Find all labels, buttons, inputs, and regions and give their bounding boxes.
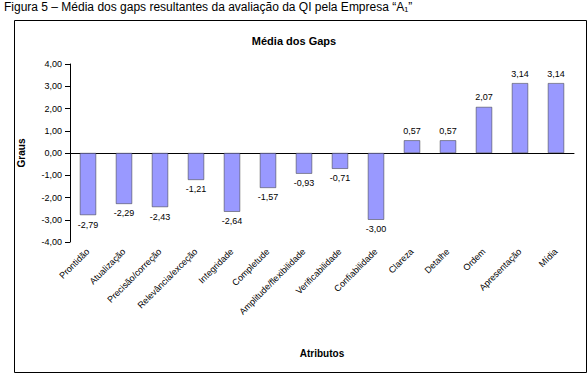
svg-text:Média dos Gaps: Média dos Gaps xyxy=(252,35,336,47)
svg-text:-1,21: -1,21 xyxy=(186,184,207,194)
svg-text:-0,93: -0,93 xyxy=(294,178,315,188)
svg-text:2,07: 2,07 xyxy=(475,92,493,102)
svg-text:Clareza: Clareza xyxy=(387,246,416,275)
svg-text:Atualização: Atualização xyxy=(87,246,128,287)
svg-text:3,14: 3,14 xyxy=(547,69,565,79)
svg-text:-1,00: -1,00 xyxy=(41,170,62,180)
svg-text:3,00: 3,00 xyxy=(44,81,62,91)
svg-text:-2,43: -2,43 xyxy=(150,212,171,222)
svg-text:Graus: Graus xyxy=(16,138,27,167)
svg-text:Atributos: Atributos xyxy=(300,348,345,359)
svg-text:1,00: 1,00 xyxy=(44,126,62,136)
svg-text:Mídia: Mídia xyxy=(537,246,560,269)
svg-text:-3,00: -3,00 xyxy=(366,224,387,234)
svg-text:0,57: 0,57 xyxy=(403,126,421,136)
svg-text:Detalhe: Detalhe xyxy=(423,246,452,275)
svg-text:-3,00: -3,00 xyxy=(41,215,62,225)
svg-text:-2,64: -2,64 xyxy=(222,216,243,226)
svg-text:Completude: Completude xyxy=(230,246,272,288)
svg-text:Figura 5 – Média dos gaps resu: Figura 5 – Média dos gaps resultantes da… xyxy=(4,0,412,14)
svg-text:0,57: 0,57 xyxy=(439,126,457,136)
svg-text:2,00: 2,00 xyxy=(44,104,62,114)
svg-text:-0,71: -0,71 xyxy=(330,173,351,183)
svg-text:Precisão/correção: Precisão/correção xyxy=(105,246,164,305)
svg-text:Ordem: Ordem xyxy=(461,246,487,272)
svg-text:Prontidão: Prontidão xyxy=(57,246,91,280)
svg-text:-1,57: -1,57 xyxy=(258,192,279,202)
svg-text:-4,00: -4,00 xyxy=(41,237,62,247)
svg-text:0,00: 0,00 xyxy=(44,148,62,158)
svg-text:3,14: 3,14 xyxy=(511,69,529,79)
svg-text:-2,29: -2,29 xyxy=(114,208,135,218)
svg-text:Confiabilidade: Confiabilidade xyxy=(332,246,379,293)
svg-text:Relevância/exceção: Relevância/exceção xyxy=(136,246,200,310)
svg-text:4,00: 4,00 xyxy=(44,59,62,69)
svg-text:Integridade: Integridade xyxy=(197,246,236,285)
svg-text:Verificabilidade: Verificabilidade xyxy=(293,246,344,297)
svg-text:Apresentação: Apresentação xyxy=(477,246,523,292)
svg-text:-2,00: -2,00 xyxy=(41,193,62,203)
svg-text:Amplitude/flexibilidade: Amplitude/flexibilidade xyxy=(237,246,307,316)
svg-text:-2,79: -2,79 xyxy=(78,220,99,230)
